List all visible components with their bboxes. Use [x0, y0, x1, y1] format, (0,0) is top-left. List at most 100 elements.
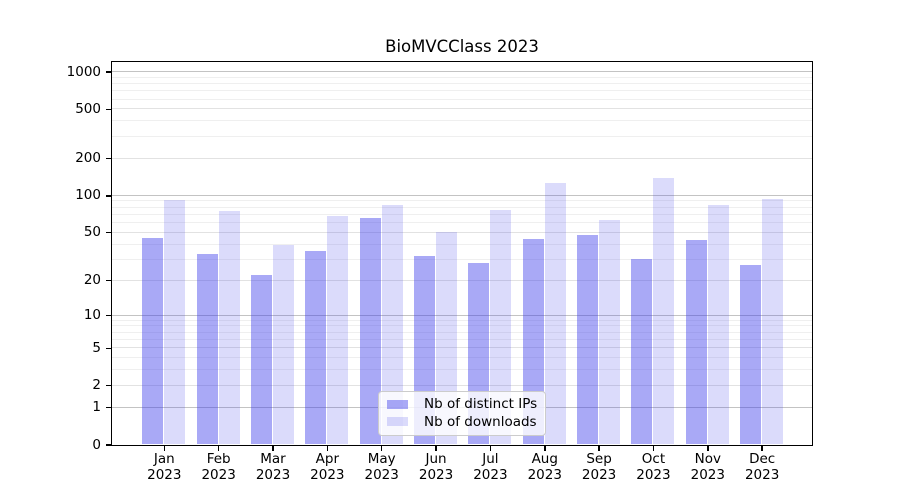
y-tick-2 — [106, 384, 111, 387]
x-tick-oct — [652, 446, 655, 451]
gridline-200 — [112, 157, 812, 159]
minor-gridline-90 — [112, 200, 812, 202]
bar-dls-oct — [653, 177, 675, 445]
minor-gridline-80 — [112, 206, 812, 208]
minor-gridline-700 — [112, 90, 812, 92]
legend-item-distinct-ips: Nb of distinct IPs — [385, 396, 539, 413]
x-tick-label-oct: Oct 2023 — [617, 451, 689, 483]
minor-gridline-70 — [112, 213, 812, 215]
gridline-100 — [112, 194, 812, 196]
bar-dls-dec — [762, 198, 784, 445]
legend-label-downloads: Nb of downloads — [424, 413, 537, 430]
y-tick-label-20: 20 — [83, 272, 101, 289]
bar-dls-aug — [544, 182, 566, 445]
bar-ips-apr — [305, 251, 327, 445]
bar-dls-jul — [490, 209, 512, 445]
x-tick-label-aug: Aug 2023 — [509, 451, 581, 483]
gridline-20 — [112, 279, 812, 281]
bar-ips-feb — [196, 254, 218, 445]
x-tick-nov — [707, 446, 709, 451]
x-tick-label-mar: Mar 2023 — [237, 451, 309, 483]
y-tick-label-200: 200 — [75, 150, 101, 167]
x-tick-jul — [489, 446, 492, 451]
legend-swatch-distinct-ips-icon — [387, 399, 408, 409]
y-tick-label-100: 100 — [75, 187, 101, 204]
bar-dls-apr — [327, 215, 349, 445]
y-tick-label-10: 10 — [83, 307, 101, 324]
x-tick-year-may: 2023 — [364, 466, 399, 483]
minor-gridline-800 — [112, 83, 812, 85]
y-tick-label-1: 1 — [92, 399, 101, 416]
minor-gridline-30 — [112, 258, 812, 260]
gridline-5 — [112, 347, 812, 349]
x-tick-sep — [598, 446, 600, 451]
x-tick-year-oct: 2023 — [636, 466, 671, 483]
bar-ips-dec — [740, 264, 762, 445]
minor-gridline-60 — [112, 222, 812, 224]
bar-dls-nov — [707, 205, 729, 445]
bar-ips-sep — [577, 235, 599, 445]
gridline-50 — [112, 231, 812, 233]
bar-ips-jan — [142, 237, 164, 445]
x-tick-year-jan: 2023 — [147, 466, 182, 483]
x-tick-year-feb: 2023 — [201, 466, 236, 483]
x-tick-year-dec: 2023 — [744, 466, 780, 483]
bar-ips-mar — [251, 275, 272, 445]
x-tick-label-apr: Apr 2023 — [291, 451, 363, 483]
bar-dls-sep — [599, 219, 621, 445]
bar-dls-jan — [164, 199, 186, 445]
minor-gridline-9 — [112, 319, 812, 321]
x-tick-feb — [217, 446, 220, 451]
y-tick-500 — [106, 108, 111, 111]
y-tick-50 — [106, 231, 111, 234]
gridline-10 — [112, 314, 812, 316]
x-tick-label-feb: Feb 2023 — [183, 451, 255, 483]
gridline-2 — [112, 384, 812, 386]
plot-area: Nb of distinct IPs Nb of downloads — [111, 60, 813, 446]
y-tick-label-5: 5 — [92, 339, 101, 356]
x-tick-year-aug: 2023 — [527, 466, 562, 483]
bar-ips-oct — [631, 259, 653, 445]
y-tick-5 — [106, 347, 111, 349]
bar-dls-may — [381, 205, 403, 445]
y-tick-1 — [106, 406, 111, 409]
minor-gridline-8 — [112, 325, 812, 327]
minor-gridline-3 — [112, 369, 812, 371]
x-tick-apr — [326, 446, 329, 451]
legend-swatch-downloads-icon — [387, 417, 408, 427]
y-tick-10 — [106, 314, 111, 317]
y-tick-1000 — [106, 71, 111, 73]
y-tick-100 — [106, 195, 111, 197]
minor-gridline-400 — [112, 120, 812, 122]
x-tick-label-may: May 2023 — [346, 451, 418, 483]
y-tick-label-1000: 1000 — [66, 63, 101, 80]
x-tick-year-sep: 2023 — [581, 466, 617, 483]
minor-gridline-6 — [112, 338, 812, 340]
y-tick-200 — [106, 157, 111, 160]
x-tick-label-jun: Jun 2023 — [400, 451, 472, 483]
x-tick-label-sep: Sep 2023 — [563, 451, 635, 483]
x-tick-year-nov: 2023 — [690, 466, 725, 483]
bar-ips-nov — [685, 240, 707, 445]
minor-gridline-40 — [112, 243, 812, 245]
bar-ips-may — [359, 218, 381, 445]
chart-title: BioMVCClass 2023 — [385, 37, 539, 56]
legend-label-distinct-ips: Nb of distinct IPs — [424, 396, 538, 413]
x-tick-year-apr: 2023 — [310, 466, 345, 483]
minor-gridline-4 — [112, 357, 812, 359]
minor-gridline-900 — [112, 76, 812, 78]
x-tick-dec — [761, 446, 763, 451]
y-tick-label-500: 500 — [75, 100, 101, 117]
gridline-500 — [112, 108, 812, 110]
x-tick-year-mar: 2023 — [255, 466, 291, 483]
x-tick-may — [380, 446, 383, 451]
legend-item-downloads: Nb of downloads — [385, 413, 539, 430]
x-tick-jan — [163, 446, 166, 451]
y-tick-0 — [106, 444, 111, 446]
bar-dls-feb — [218, 211, 240, 445]
x-tick-mar — [272, 446, 274, 451]
x-tick-jun — [435, 446, 437, 451]
x-tick-year-jun: 2023 — [418, 466, 454, 483]
gridline-1000 — [112, 71, 812, 72]
